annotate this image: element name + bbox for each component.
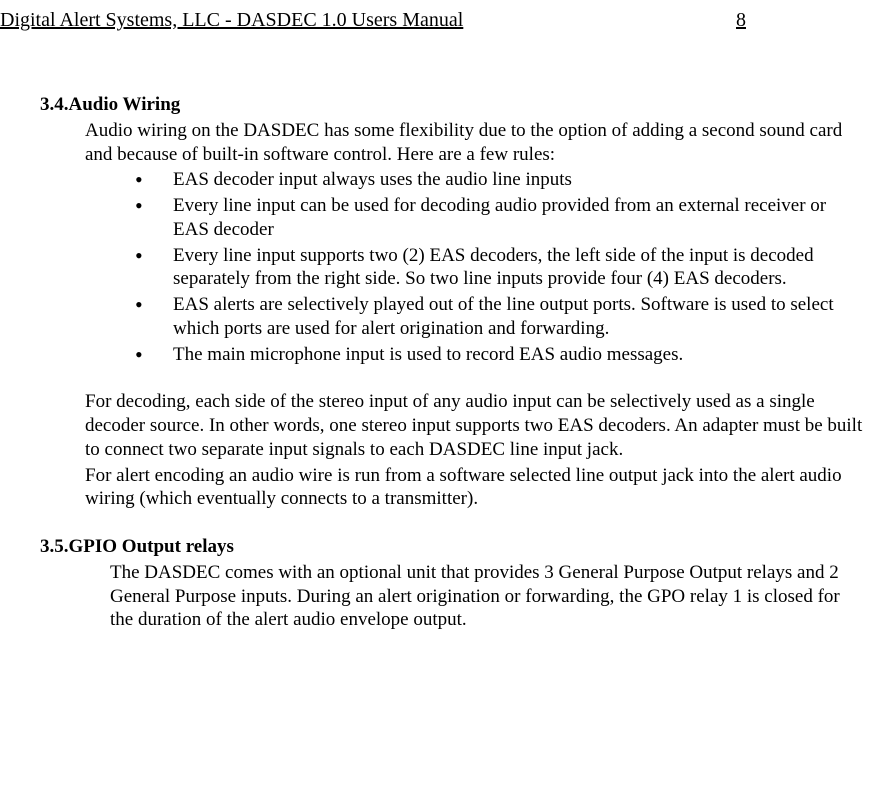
list-item: Every line input can be used for decodin… <box>135 194 861 242</box>
page-number: 8 <box>736 8 746 33</box>
list-item: EAS decoder input always uses the audio … <box>135 168 861 192</box>
audio-bullet-list: EAS decoder input always uses the audio … <box>135 168 861 366</box>
section-title: Audio Wiring <box>69 94 181 115</box>
audio-intro-paragraph: Audio wiring on the DASDEC has some flex… <box>85 119 874 167</box>
gpio-paragraph: The DASDEC comes with an optional unit t… <box>110 561 866 632</box>
list-item: EAS alerts are selectively played out of… <box>135 293 861 341</box>
section-title: GPIO Output relays <box>69 536 234 557</box>
list-item: The main microphone input is used to rec… <box>135 343 861 367</box>
section-number: 3.5. <box>40 536 69 557</box>
section-number: 3.4. <box>40 94 69 115</box>
header-title: Digital Alert Systems, LLC - DASDEC 1.0 … <box>0 8 463 33</box>
section-3-5-heading: 3.5.GPIO Output relays <box>40 535 876 559</box>
list-item: Every line input supports two (2) EAS de… <box>135 244 861 292</box>
section-3-4-heading: 3.4.Audio Wiring <box>40 93 876 117</box>
audio-encoding-paragraph: For alert encoding an audio wire is run … <box>85 464 874 512</box>
audio-decoding-paragraph: For decoding, each side of the stereo in… <box>85 390 874 461</box>
page-header: Digital Alert Systems, LLC - DASDEC 1.0 … <box>0 8 876 33</box>
